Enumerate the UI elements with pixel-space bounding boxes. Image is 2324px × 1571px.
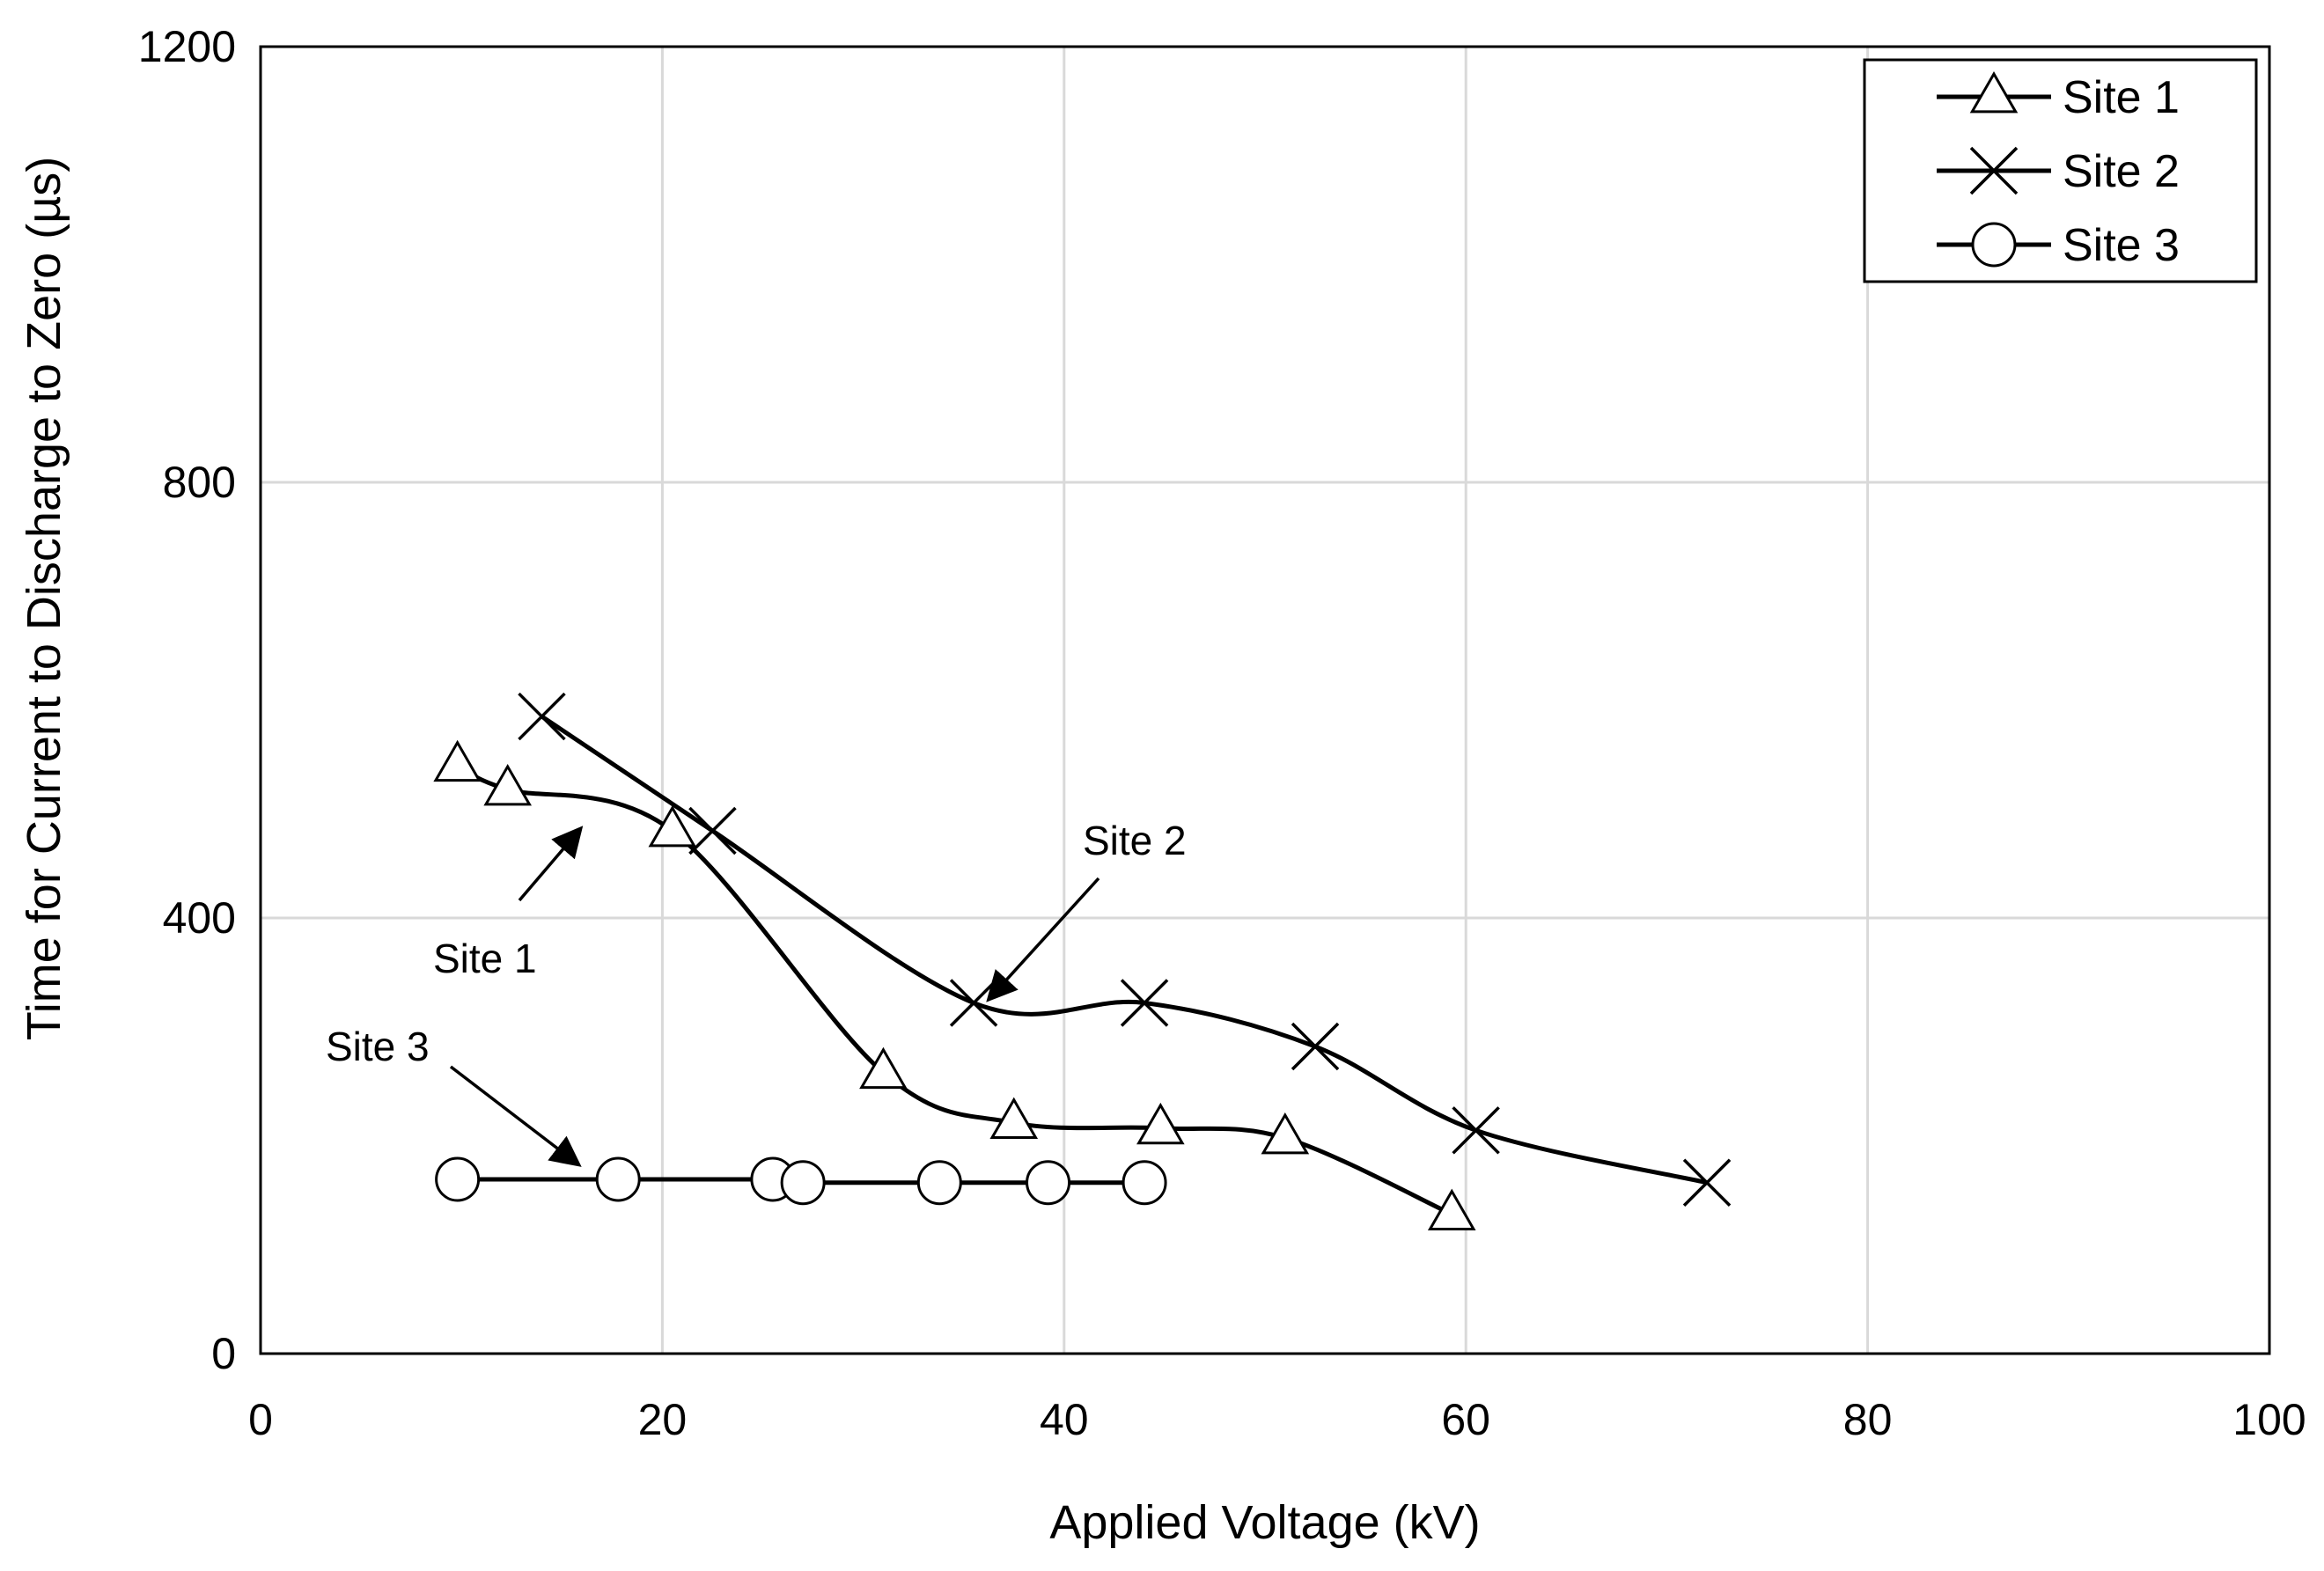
annotation-label: Site 3 bbox=[326, 1024, 430, 1069]
series-1 bbox=[433, 739, 1476, 1230]
x-tick-label: 80 bbox=[1843, 1395, 1893, 1444]
marker-stroke bbox=[518, 692, 566, 741]
series-3 bbox=[435, 1156, 1167, 1206]
marker-stroke bbox=[688, 806, 737, 855]
plot-area-border bbox=[259, 45, 2271, 1355]
data-point bbox=[518, 692, 566, 741]
legend-entry-2: Site 2 bbox=[1937, 146, 2180, 197]
data-point bbox=[859, 1046, 908, 1090]
data-point bbox=[1026, 1160, 1071, 1206]
data-point bbox=[1261, 1112, 1310, 1155]
data-point bbox=[916, 1160, 962, 1206]
marker-stroke bbox=[1291, 1022, 1340, 1071]
legend-entry-3: Site 3 bbox=[1937, 220, 2180, 271]
data-point bbox=[1136, 1102, 1185, 1145]
annotation-arrow bbox=[518, 826, 584, 902]
data-point bbox=[688, 806, 737, 855]
x-tick-label: 0 bbox=[248, 1395, 273, 1444]
marker-stroke bbox=[1969, 146, 2019, 195]
legend-marker bbox=[1969, 70, 2019, 114]
legend-label: Site 2 bbox=[2063, 146, 2180, 197]
data-point bbox=[1427, 1188, 1476, 1230]
data-point bbox=[1291, 1022, 1340, 1071]
y-tick-label: 0 bbox=[211, 1329, 236, 1378]
data-point bbox=[1120, 979, 1169, 1027]
legend-box bbox=[1863, 58, 2258, 283]
annotation-2: Site 2 bbox=[986, 818, 1187, 1002]
annotation-1: Site 1 bbox=[433, 826, 584, 981]
data-point bbox=[483, 763, 532, 806]
annotation-label: Site 1 bbox=[433, 936, 537, 981]
legend: Site 1 Site 2 Site 3 bbox=[1863, 58, 2258, 283]
legend-label: Site 3 bbox=[2063, 220, 2180, 271]
marker-stroke bbox=[1120, 979, 1169, 1027]
axis-ticks: 0 20 40 60 80 100 0 400 800 1200 bbox=[138, 22, 2306, 1444]
annotation-arrow bbox=[449, 1065, 582, 1167]
series-line bbox=[541, 714, 1708, 1186]
data-point bbox=[595, 1156, 641, 1202]
series bbox=[433, 692, 1732, 1230]
marker-stroke bbox=[1682, 1158, 1732, 1207]
y-tick-label: 1200 bbox=[138, 22, 236, 71]
legend-marker bbox=[1969, 146, 2019, 195]
x-tick-label: 40 bbox=[1040, 1395, 1089, 1444]
x-axis-title: Applied Voltage (kV) bbox=[1049, 1496, 1480, 1549]
data-point bbox=[780, 1160, 826, 1206]
data-point bbox=[1122, 1160, 1167, 1206]
legend-marker bbox=[1971, 222, 2017, 268]
annotation-arrow bbox=[986, 877, 1100, 1002]
y-tick-label: 400 bbox=[163, 893, 236, 943]
x-tick-label: 20 bbox=[638, 1395, 688, 1444]
y-tick-label: 800 bbox=[163, 458, 236, 507]
x-tick-label: 60 bbox=[1441, 1395, 1490, 1444]
annotations: Site 1 Site 2 Site 3 bbox=[326, 818, 1187, 1167]
data-point bbox=[949, 979, 998, 1027]
data-point bbox=[433, 739, 482, 782]
legend-entry-1: Site 1 bbox=[1937, 70, 2180, 123]
data-point bbox=[1452, 1106, 1500, 1155]
x-tick-label: 100 bbox=[2232, 1395, 2306, 1444]
data-point bbox=[648, 804, 697, 848]
data-point bbox=[989, 1097, 1039, 1140]
legend-label: Site 1 bbox=[2063, 72, 2180, 123]
annotation-3: Site 3 bbox=[326, 1024, 582, 1167]
y-axis-title: Time for Current to Discharge to Zero (µ… bbox=[18, 157, 70, 1040]
data-point bbox=[435, 1156, 481, 1202]
data-point bbox=[1682, 1158, 1732, 1207]
annotation-label: Site 2 bbox=[1083, 818, 1187, 863]
marker-stroke bbox=[1452, 1106, 1500, 1155]
